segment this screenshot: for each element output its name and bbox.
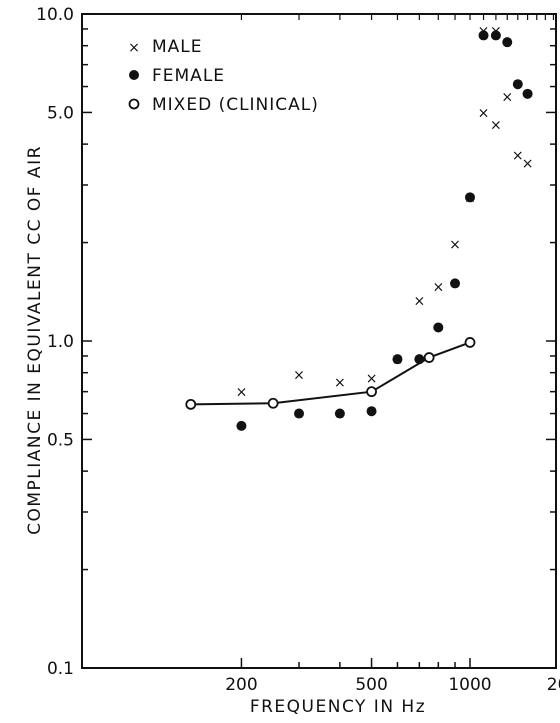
female-point (478, 30, 489, 41)
y-tick-label: 0.5 (47, 430, 74, 450)
mixed-clinical-point (185, 398, 197, 410)
y-axis-title: COMPLIANCE IN EQUIVALENT CC OF AIR (25, 145, 45, 535)
female-point (490, 30, 501, 41)
male-point: × (522, 156, 534, 172)
female-point (392, 354, 403, 365)
male-point: × (490, 117, 502, 133)
filled-circle-icon (129, 70, 139, 80)
y-minor-ticks (82, 13, 556, 669)
male-point: × (236, 385, 248, 401)
y-tick-label: 0.1 (47, 659, 74, 679)
legend-label: MALE (152, 37, 203, 57)
female-point (414, 354, 425, 365)
female-point (450, 278, 461, 289)
male-point: × (449, 237, 461, 253)
female-point (465, 192, 475, 203)
female-point (236, 420, 247, 431)
female-point (366, 406, 377, 417)
y-tick-labels: 0.1 0.5 1.0 5.0 10.0 (36, 5, 74, 679)
series-marks: ×××××××××××××××× (185, 24, 534, 431)
x-tick-labels: 200 500 1000 2000 (225, 675, 560, 695)
male-point: × (334, 375, 346, 391)
female-point (522, 88, 533, 99)
legend-label: MIXED (CLINICAL) (152, 95, 319, 115)
x-tick-label: 2000 (547, 675, 560, 695)
x-tick-label: 200 (225, 675, 257, 695)
female-point (294, 408, 305, 419)
x-tick-label: 500 (355, 675, 387, 695)
male-point: × (432, 279, 444, 295)
male-point: × (501, 89, 513, 105)
y-tick-label: 10.0 (36, 5, 74, 25)
x-tick-label: 1000 (448, 675, 491, 695)
male-point: × (512, 148, 524, 164)
male-point: × (478, 105, 490, 121)
y-tick-label: 1.0 (47, 332, 74, 352)
female-point (502, 37, 513, 48)
mixed-clinical-point (366, 386, 377, 398)
y-tick-label: 5.0 (47, 103, 74, 123)
mixed-clinical-point (423, 352, 435, 363)
legend-label: FEMALE (152, 66, 225, 86)
mixed-clinical-point (267, 397, 279, 409)
male-point: × (366, 371, 378, 387)
x-axis-title: FREQUENCY IN Hz (250, 697, 426, 717)
male-point: × (293, 367, 305, 383)
series-line-mixed-clinical (190, 341, 471, 406)
male-point: × (413, 294, 425, 310)
series-lines (190, 341, 471, 406)
x-minor-ticks (240, 14, 555, 668)
legend: × MALE FEMALE MIXED (CLINICAL) (128, 37, 319, 115)
x-marker-icon: × (128, 40, 140, 56)
open-circle-icon (128, 98, 140, 110)
female-point (334, 408, 345, 419)
female-point (433, 322, 444, 333)
female-point (512, 79, 523, 90)
mixed-clinical-point (464, 337, 476, 348)
